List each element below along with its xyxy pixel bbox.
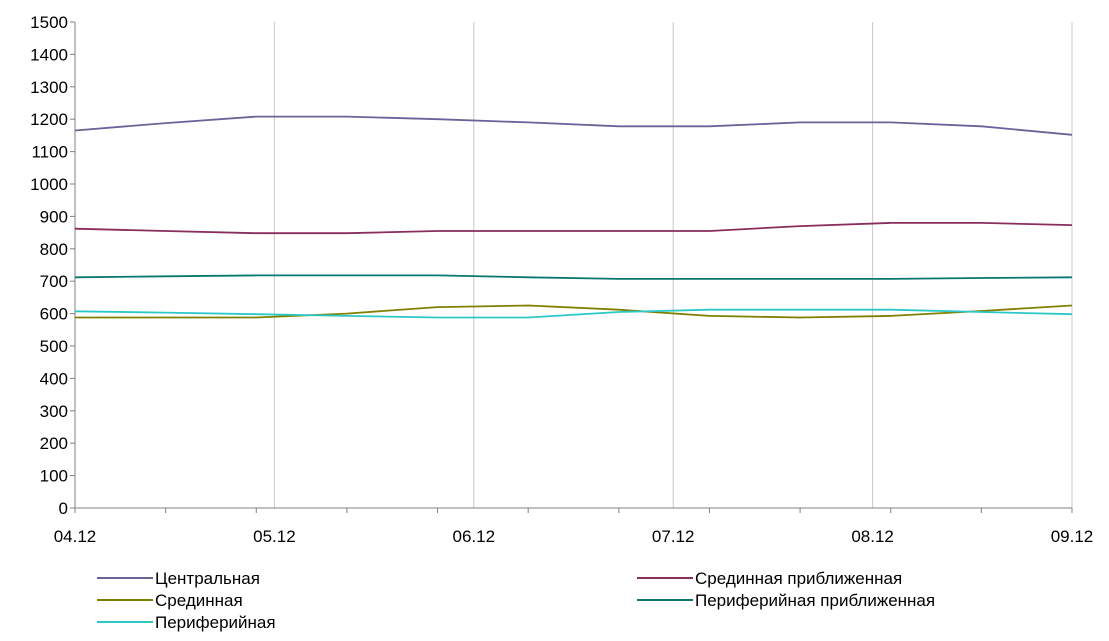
- x-tick-label: 05.12: [253, 527, 296, 546]
- y-tick-label: 100: [40, 467, 68, 486]
- y-axis: 0 100 200 300 400 500 600 700 800 900 1000 1100 1200…: [30, 13, 76, 518]
- vertical-gridlines: [273, 22, 1073, 508]
- y-tick-label: 1400: [30, 45, 68, 64]
- y-tick-label: 900: [40, 207, 68, 226]
- y-tick-label: 300: [40, 402, 68, 421]
- y-tick-label: 1200: [30, 110, 68, 129]
- series-line-1: [74, 115, 1073, 136]
- y-tick-label: 1500: [30, 13, 68, 32]
- legend: Центральная Срединная приближенная Срединн…: [97, 569, 935, 632]
- x-tick-label: 09.12: [1051, 527, 1094, 546]
- series-line-2: [74, 221, 1073, 235]
- legend-label: Срединная приближенная: [695, 569, 902, 588]
- x-tick-label: 04.12: [54, 527, 97, 546]
- y-tick-label: 1300: [30, 78, 68, 97]
- y-tick-label: 500: [40, 337, 68, 356]
- x-tick-label: 07.12: [652, 527, 695, 546]
- y-tick-label: 1100: [31, 143, 68, 162]
- y-tick-label: 800: [40, 240, 68, 259]
- series-line-5: [74, 308, 1073, 319]
- y-tick-label: 200: [40, 434, 68, 453]
- y-tick-label: 1000: [30, 175, 68, 194]
- legend-label: Периферийная приближенная: [695, 591, 935, 610]
- legend-label: Срединная: [155, 591, 243, 610]
- x-axis: 04.12 05.12 06.12 07.12 08.12 09.12: [54, 507, 1094, 546]
- legend-label: Периферийная: [155, 613, 276, 632]
- series-lines: [74, 115, 1073, 319]
- x-tick-label: 08.12: [851, 527, 894, 546]
- x-tick-label: 06.12: [453, 527, 496, 546]
- y-tick-label: 0: [59, 499, 68, 518]
- y-tick-label: 400: [40, 369, 68, 388]
- series-line-3: [75, 304, 1073, 319]
- y-tick-label: 700: [40, 272, 68, 291]
- series-line-4: [74, 274, 1073, 280]
- y-tick-label: 600: [40, 305, 68, 324]
- legend-label: Центральная: [155, 569, 260, 588]
